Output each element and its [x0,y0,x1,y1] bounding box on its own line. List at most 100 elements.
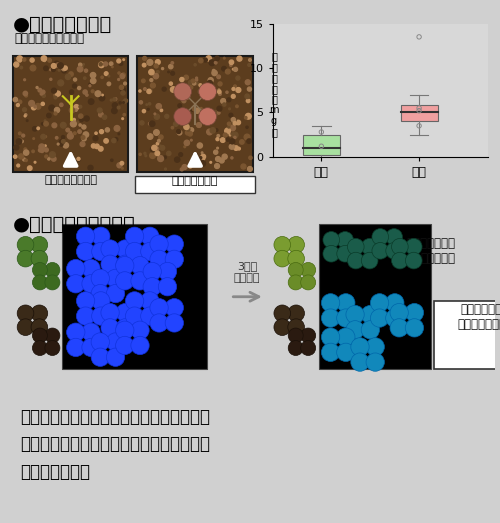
Circle shape [80,142,85,146]
Circle shape [126,227,144,245]
Circle shape [200,161,205,166]
Circle shape [107,82,110,86]
Circle shape [274,319,290,335]
Circle shape [224,58,225,59]
Circle shape [288,328,303,343]
Circle shape [82,338,100,357]
Circle shape [34,106,36,108]
Circle shape [81,135,85,139]
Circle shape [84,69,87,72]
Circle shape [246,80,250,85]
Circle shape [93,136,98,141]
Circle shape [110,159,113,162]
Circle shape [156,60,160,64]
Text: 緑葉は枯れやすい: 緑葉は枯れやすい [44,175,97,185]
Circle shape [78,86,80,89]
Circle shape [214,150,218,154]
Circle shape [386,294,404,312]
Circle shape [41,56,46,61]
Circle shape [226,69,230,74]
Circle shape [300,328,316,343]
Circle shape [386,229,402,245]
Circle shape [118,72,120,74]
Circle shape [323,245,340,262]
Point [415,122,423,130]
Circle shape [13,97,18,102]
Circle shape [206,56,212,61]
Circle shape [166,151,171,155]
Circle shape [208,81,212,85]
Circle shape [322,309,340,327]
Circle shape [44,121,48,126]
Circle shape [201,154,205,159]
Circle shape [99,95,104,101]
Circle shape [80,118,83,122]
Text: 3日間
高温処理: 3日間 高温処理 [234,262,260,283]
Bar [434,301,500,369]
Circle shape [196,82,198,85]
Circle shape [288,263,303,277]
Circle shape [184,140,190,145]
Circle shape [202,157,204,160]
Circle shape [148,108,149,110]
Circle shape [208,78,213,83]
Circle shape [228,108,230,110]
Circle shape [124,82,126,85]
Circle shape [180,168,184,171]
Circle shape [162,67,164,70]
Circle shape [54,108,60,112]
Circle shape [248,59,252,61]
Circle shape [189,165,192,168]
Circle shape [76,121,78,124]
Circle shape [222,103,226,106]
Circle shape [45,155,48,158]
Circle shape [232,87,235,90]
Circle shape [170,87,176,92]
Circle shape [106,128,110,132]
Circle shape [76,307,94,325]
Circle shape [228,122,230,126]
Circle shape [165,250,184,268]
Circle shape [206,129,212,135]
Circle shape [75,109,78,111]
Circle shape [114,126,120,131]
Circle shape [79,124,82,126]
Circle shape [236,76,240,80]
Circle shape [216,147,218,149]
Circle shape [406,252,422,269]
Circle shape [66,338,85,357]
Circle shape [24,113,27,116]
Circle shape [68,133,73,139]
Circle shape [154,114,160,119]
Circle shape [116,272,134,290]
Circle shape [234,85,236,88]
Circle shape [217,75,220,78]
Circle shape [31,305,48,322]
Circle shape [116,255,134,274]
Text: 緑葉は光合成が
大きく低下: 緑葉は光合成が 大きく低下 [407,237,456,265]
Circle shape [232,120,234,122]
Circle shape [74,78,76,81]
Circle shape [139,90,141,92]
Circle shape [37,127,40,130]
Circle shape [322,343,340,361]
Circle shape [25,159,28,162]
Circle shape [192,82,196,85]
Circle shape [66,275,85,293]
Bar [303,135,340,155]
Circle shape [180,77,184,82]
Circle shape [102,94,104,96]
Circle shape [140,227,159,245]
Circle shape [60,122,66,128]
Circle shape [148,89,152,93]
Circle shape [348,238,364,255]
Circle shape [155,132,158,135]
Circle shape [366,338,384,356]
Circle shape [178,130,182,135]
Circle shape [78,66,83,72]
Circle shape [150,83,156,88]
Circle shape [119,102,121,104]
Circle shape [199,84,202,87]
Circle shape [18,100,22,104]
Circle shape [72,84,76,88]
